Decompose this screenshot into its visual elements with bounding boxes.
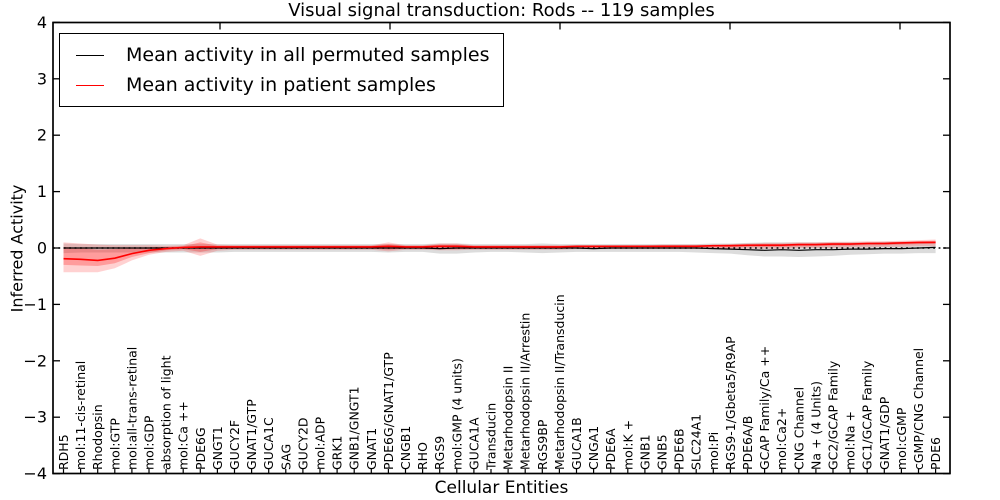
x-category-label: SAG [278,444,293,470]
y-tick-label: 4 [37,13,47,32]
chart-title: Visual signal transduction: Rods -- 119 … [288,0,715,21]
x-category-label: mol:all-trans-retinal [124,347,139,470]
legend-item-patient: Mean activity in patient samples [76,70,489,100]
y-tick-label: 2 [37,126,47,145]
x-category-label: RGS9BP [535,419,550,470]
x-category-label: GUCA1B [569,417,584,470]
y-tick-label: −1 [23,295,47,314]
x-category-label: Na + (4 Units) [808,381,823,470]
x-category-label: RHO [415,442,430,470]
x-category-label: RDH5 [56,434,71,470]
x-category-label: mol:K + [620,420,635,470]
x-category-label: mol:GTP [107,418,122,470]
x-category-label: mol:Pi [706,432,721,470]
x-category-label: mol:GMP (4 units) [449,358,464,470]
x-category-label: cGMP/CNG Channel [911,348,926,470]
x-axis-label: Cellular Entities [434,478,569,498]
x-category-label: Metarhodopsin II/Transducin [552,294,567,470]
x-category-label: mol:GDP [142,415,157,470]
x-category-label: GNB1 [637,434,652,470]
x-category-label: PDE6B [672,428,687,470]
x-category-label: GNB1/GNGT1 [347,386,362,470]
y-tick-label: 0 [37,239,47,258]
x-category-label: absorption of light [159,355,174,470]
x-category-label: GUCY2D [295,417,310,470]
x-category-label: RGS9-1/Gbeta5/R9AP [723,336,738,470]
y-tick-label: −3 [23,408,47,427]
x-category-label: PDE6G/GNAT1/GTP [381,352,396,470]
x-category-label: PDE6 [928,437,943,470]
x-category-label: mol:cGMP [894,407,909,470]
permuted-mean-line [63,246,936,251]
x-category-label: GNAT1/GTP [244,399,259,470]
legend-label-patient: Mean activity in patient samples [126,74,436,96]
x-category-label: CNGB1 [398,426,413,470]
x-category-label: PDE6A/B [740,416,755,470]
x-category-label: CNG Channel [791,387,806,470]
patient-mean-line [63,241,936,262]
x-category-label: mol:ADP [313,416,328,470]
x-category-label: GCAP Family/Ca ++ [757,346,772,470]
x-category-label: GNAT1/GDP [877,396,892,470]
x-category-label: RGS9 [432,436,447,470]
x-category-label: GNAT1 [364,428,379,470]
black-line-swatch [76,54,104,56]
x-category-label: mol:11-cis-retinal [73,361,88,470]
x-category-label: CNGA1 [586,426,601,470]
y-tick-label: 3 [37,69,47,88]
x-category-label: GUCA1A [466,417,481,470]
y-tick-label: 1 [37,182,47,201]
x-category-label: GC1/GCAP Family [860,360,875,470]
x-category-label: GRK1 [330,435,345,470]
x-category-label: Metarhodopsin II/Arrestin [518,313,533,470]
x-category-label: PDE6G [193,427,208,470]
red-line-swatch [76,84,104,86]
x-category-label: Transducin [484,403,499,471]
x-category-label: GC2/GCAP Family [826,360,841,470]
legend-label-permuted: Mean activity in all permuted samples [126,44,490,66]
y-axis-label: Inferred Activity [7,184,27,313]
x-category-label: PDE6A [603,428,618,470]
x-category-label: mol:Ca ++ [176,401,191,470]
x-category-label: Metarhodopsin II [501,366,516,470]
x-category-label: GNB5 [655,434,670,470]
y-tick-label: −2 [23,351,47,370]
legend: Mean activity in all permuted samples Me… [59,33,505,107]
y-tick-label: −4 [23,464,47,483]
x-category-label: Rhodopsin [90,404,105,470]
x-category-label: SLC24A1 [689,414,704,470]
x-category-label: mol:Ca2+ [774,408,789,470]
x-category-label: mol:Na + [843,411,858,470]
legend-item-permuted: Mean activity in all permuted samples [76,40,489,70]
x-category-label: GUCA1C [261,417,276,470]
x-category-label: GNGT1 [210,426,225,470]
x-category-label: GUCY2F [227,420,242,470]
